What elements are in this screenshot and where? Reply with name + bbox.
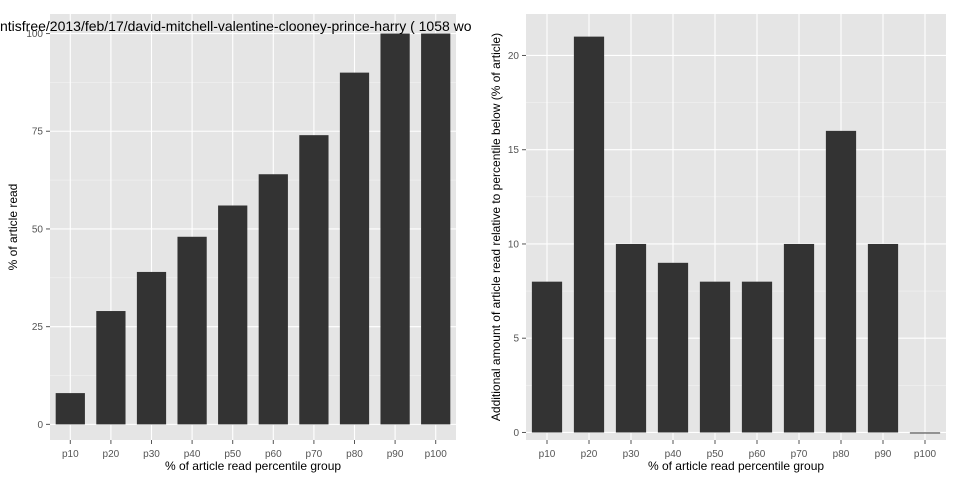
bar-p90: [867, 243, 899, 433]
bar-p80: [339, 72, 370, 425]
x-tick-label: p60: [265, 449, 282, 460]
y-axis-label: % of article read: [6, 184, 20, 271]
x-axis-label: % of article read percentile group: [648, 459, 824, 473]
x-tick-label: p70: [306, 449, 323, 460]
bar-p10: [55, 393, 85, 425]
x-tick-label: p100: [425, 449, 448, 460]
y-tick-label: 15: [508, 145, 520, 156]
y-tick-label: 75: [32, 127, 44, 138]
x-axis-label: % of article read percentile group: [165, 459, 341, 473]
bar-p90: [380, 33, 410, 425]
bar-p100: [909, 432, 941, 434]
bar-p60: [258, 174, 288, 425]
x-tick-label: p50: [707, 449, 724, 460]
x-tick-label: p10: [539, 449, 556, 460]
bar-p70: [783, 243, 815, 433]
y-tick-label: 25: [32, 322, 44, 333]
x-tick-label: p30: [623, 449, 640, 460]
bar-p40: [177, 236, 207, 425]
bar-p70: [299, 135, 329, 425]
x-tick-label: p100: [914, 449, 937, 460]
bar-p50: [218, 205, 248, 425]
bar-p60: [741, 281, 773, 433]
y-tick-label: 100: [26, 29, 43, 40]
x-tick-label: p60: [749, 449, 766, 460]
y-tick-label: 5: [513, 334, 519, 345]
right-chart: 0 5 10 15 20 p10 p20 p30 p40 p50 p60 p70 p80 p90 p100%…: [489, 14, 946, 473]
bar-p80: [825, 130, 857, 433]
y-tick-label: 50: [32, 224, 44, 235]
x-tick-label: p10: [62, 449, 79, 460]
bar-p40: [657, 262, 689, 433]
x-tick-label: p20: [581, 449, 598, 460]
x-tick-label: p90: [387, 449, 404, 460]
bar-p20: [573, 36, 605, 433]
x-tick-label: p80: [346, 449, 363, 460]
y-tick-label: 0: [513, 428, 519, 439]
bar-p30: [136, 271, 167, 425]
x-tick-label: p40: [184, 449, 201, 460]
y-tick-label: 20: [508, 51, 520, 62]
bar-p50: [699, 281, 731, 433]
chart-title: ntisfree/2013/feb/17/david-mitchell-vale…: [0, 18, 472, 34]
x-tick-label: p50: [224, 449, 241, 460]
x-tick-label: p90: [875, 449, 892, 460]
y-axis-label: Additional amount of article read relati…: [489, 33, 503, 421]
x-tick-label: p30: [143, 449, 160, 460]
y-tick-label: 10: [508, 239, 520, 250]
bar-p10: [531, 281, 563, 433]
bar-p20: [96, 311, 126, 425]
bar-p100: [421, 33, 451, 425]
x-tick-label: p40: [665, 449, 682, 460]
bar-p30: [615, 243, 647, 433]
x-tick-label: p20: [103, 449, 120, 460]
left-chart: 0 25 50 75 100 p10 p20 p30 p40 p50 p60 p70 p80 p90 p10…: [0, 14, 472, 473]
y-tick-label: 0: [37, 420, 43, 431]
x-tick-label: p70: [791, 449, 808, 460]
x-tick-label: p80: [833, 449, 850, 460]
